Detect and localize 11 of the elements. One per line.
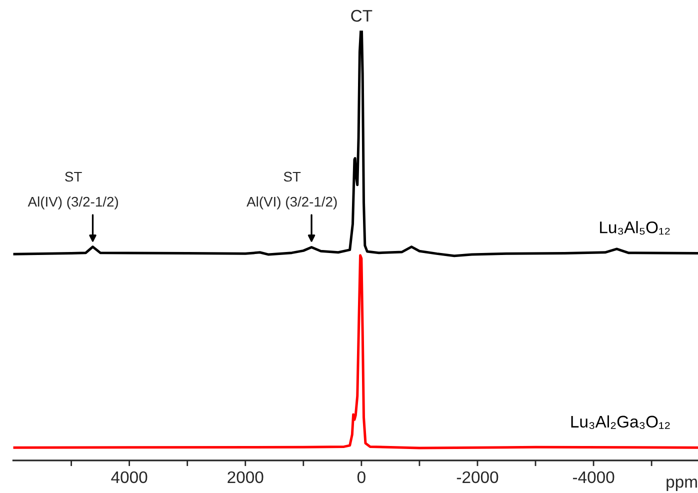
series-label: Lu₃Al₅O₁₂	[600, 221, 670, 235]
annotation: CT	[351, 10, 372, 22]
series-label: Lu₃Al₂Ga₃O₁₂	[571, 415, 670, 429]
x-tick-label: -4000	[572, 471, 614, 484]
x-tick-label: 0	[357, 471, 366, 484]
x-tick-label: 4000	[111, 471, 148, 484]
x-tick-label: 2000	[228, 471, 264, 484]
x-axis-title: ppm	[666, 478, 697, 492]
annotation: ST Al(VI) (3/2-1/2)	[246, 172, 337, 210]
x-tick-label: -2000	[456, 471, 498, 484]
annotation: ST Al(IV) (3/2-1/2)	[28, 172, 118, 210]
